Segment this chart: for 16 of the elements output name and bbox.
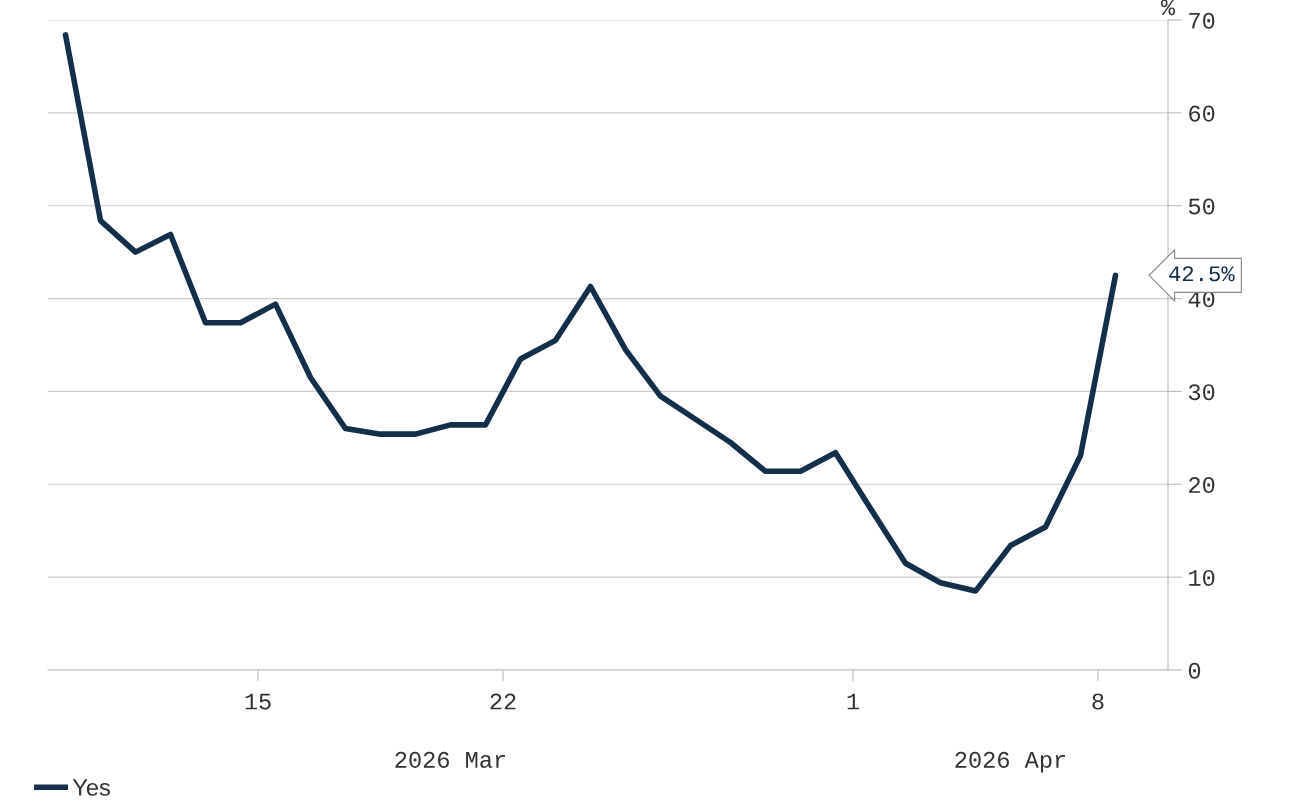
y-tick-label: 30 (1188, 384, 1215, 401)
y-tick-label: 20 (1189, 477, 1215, 494)
y-tick-label: 70 (1189, 12, 1215, 29)
y-tick-label: 60 (1189, 105, 1215, 122)
x-tick-label: 1 (847, 693, 859, 710)
annotation: 42.5% (1169, 266, 1235, 282)
y-tick-label: 0 (1188, 662, 1201, 679)
text: 2026 Mar (395, 751, 506, 768)
y-tick-label: 10 (1189, 569, 1215, 586)
text: 2026 Apr (955, 751, 1066, 773)
x-tick-label: 15 (245, 693, 271, 710)
legend-label: Yes (72, 779, 110, 796)
y-axis-title: % (1160, 0, 1176, 16)
x-tick-label: 22 (490, 693, 516, 710)
x-tick-label: 8 (1092, 693, 1104, 710)
y-tick-label: 50 (1188, 198, 1215, 215)
